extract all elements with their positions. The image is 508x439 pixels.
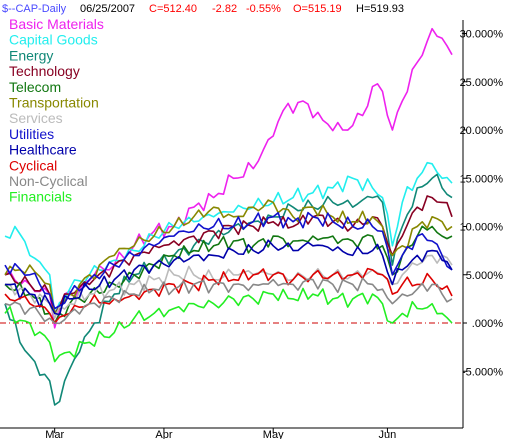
header-date: 06/25/2007 xyxy=(80,3,135,15)
series-line-utilities xyxy=(4,211,453,310)
series-line-capital-goods xyxy=(4,161,453,315)
header-symbol: $--CAP-Daily xyxy=(2,3,67,15)
chart-header: $--CAP-Daily 06/25/2007 C=512.40 -2.82 -… xyxy=(2,3,404,15)
legend-item-energy: Energy xyxy=(9,47,53,63)
y-tick-label: 5.000% xyxy=(466,270,504,282)
legend-item-non-cyclical: Non-Cyclical xyxy=(9,173,88,189)
legend-item-basic-materials: Basic Materials xyxy=(9,16,104,32)
x-axis-ticks: Mar Apr May Jun xyxy=(45,428,396,439)
series-line-cyclical xyxy=(4,267,453,324)
legend-item-healthcare: Healthcare xyxy=(9,142,77,158)
series-line-financials xyxy=(4,287,453,363)
legend-item-utilities: Utilities xyxy=(9,126,54,142)
series-lines-group xyxy=(4,27,453,406)
y-tick-label: -5.000% xyxy=(462,366,503,378)
legend-item-financials: Financials xyxy=(9,189,72,205)
legend-item-capital-goods: Capital Goods xyxy=(9,32,98,48)
y-tick-label: .000% xyxy=(472,318,503,330)
x-tick-label-jun: Jun xyxy=(379,429,397,439)
series-line-basic-materials xyxy=(4,27,453,329)
header-change: -2.82 xyxy=(212,3,237,15)
series-line-transportation xyxy=(4,199,453,315)
x-tick-label-apr: Apr xyxy=(155,429,172,439)
header-change-pct: -0.55% xyxy=(246,3,281,15)
y-axis-ticks: 30.000% 25.000% 20.000% 15.000% 10.000% 5.000… xyxy=(460,29,504,379)
x-tick-label-mar: Mar xyxy=(45,429,64,439)
header-open: O=515.19 xyxy=(293,3,342,15)
series-line-non-cyclical xyxy=(4,277,453,325)
legend-item-transportation: Transportation xyxy=(9,95,99,111)
legend-item-telecom: Telecom xyxy=(9,79,61,95)
series-line-technology xyxy=(4,195,453,315)
x-tick-label-may: May xyxy=(263,429,284,439)
header-high: H=519.93 xyxy=(356,3,404,15)
legend-item-services: Services xyxy=(9,110,63,126)
y-tick-label: 20.000% xyxy=(460,125,504,137)
y-tick-label: 25.000% xyxy=(460,77,504,89)
y-tick-label: 10.000% xyxy=(460,222,504,234)
legend-item-cyclical: Cyclical xyxy=(9,157,57,173)
y-tick-label: 15.000% xyxy=(460,173,504,185)
series-line-healthcare xyxy=(4,239,453,316)
series-line-energy xyxy=(4,173,453,406)
legend-item-technology: Technology xyxy=(9,63,80,79)
y-tick-label: 30.000% xyxy=(460,29,504,41)
header-close: C=512.40 xyxy=(149,3,197,15)
